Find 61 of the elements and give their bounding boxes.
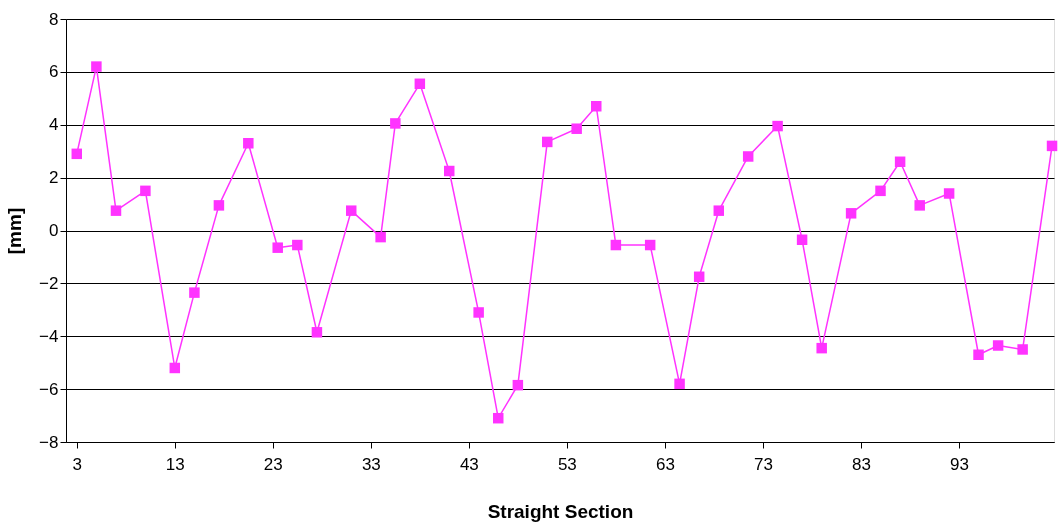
point	[644, 239, 656, 251]
y-tick-label: −8	[39, 432, 59, 452]
x-tick-label: 93	[949, 454, 969, 474]
point	[772, 120, 783, 132]
point	[1017, 344, 1028, 355]
x-tick-label: 73	[753, 454, 773, 474]
point	[693, 271, 705, 283]
point	[973, 349, 984, 360]
x-axis-title: Straight Section	[487, 500, 634, 522]
point	[1046, 140, 1058, 152]
point	[875, 185, 886, 197]
point	[414, 78, 426, 90]
y-tick-label: −6	[39, 379, 59, 399]
point	[311, 327, 323, 338]
point	[375, 231, 386, 243]
y-tick-label: 6	[49, 62, 59, 82]
y-tick-label: 2	[49, 168, 59, 188]
point	[914, 200, 925, 211]
point	[943, 188, 955, 199]
point	[992, 340, 1004, 351]
y-tick-label: −2	[39, 273, 59, 293]
y-tick-label: −4	[39, 326, 59, 346]
point	[91, 61, 102, 72]
point	[742, 151, 754, 162]
y-tick-label: 4	[49, 115, 59, 135]
point	[444, 165, 455, 177]
point	[71, 148, 83, 160]
point	[512, 379, 524, 391]
x-tick-label: 43	[459, 454, 479, 474]
point	[169, 362, 181, 374]
point	[272, 242, 283, 253]
point	[816, 342, 827, 354]
point	[345, 205, 357, 216]
point	[845, 208, 857, 219]
point	[571, 123, 582, 134]
x-tick-label: 83	[851, 454, 871, 474]
x-tick-label: 13	[165, 454, 185, 474]
y-tick-label: 8	[49, 9, 59, 29]
x-tick-label: 33	[361, 454, 381, 474]
point	[110, 205, 122, 216]
x-tick-label: 3	[72, 454, 83, 474]
point	[140, 185, 151, 197]
point	[390, 118, 401, 129]
point	[796, 234, 808, 245]
x-tick-label: 23	[263, 454, 283, 474]
point	[674, 378, 685, 390]
point	[894, 156, 906, 168]
y-tick-label: 0	[49, 221, 59, 240]
point	[591, 101, 602, 112]
point	[189, 287, 200, 298]
point	[493, 412, 504, 424]
point	[610, 239, 622, 251]
y-axis-title: [mm]	[4, 207, 26, 255]
point	[473, 307, 484, 318]
x-tick-label: 63	[655, 454, 675, 474]
point	[243, 138, 254, 149]
point	[542, 136, 553, 148]
point	[292, 239, 303, 251]
point	[713, 205, 725, 216]
point	[213, 200, 225, 211]
x-tick-label: 53	[557, 454, 577, 474]
